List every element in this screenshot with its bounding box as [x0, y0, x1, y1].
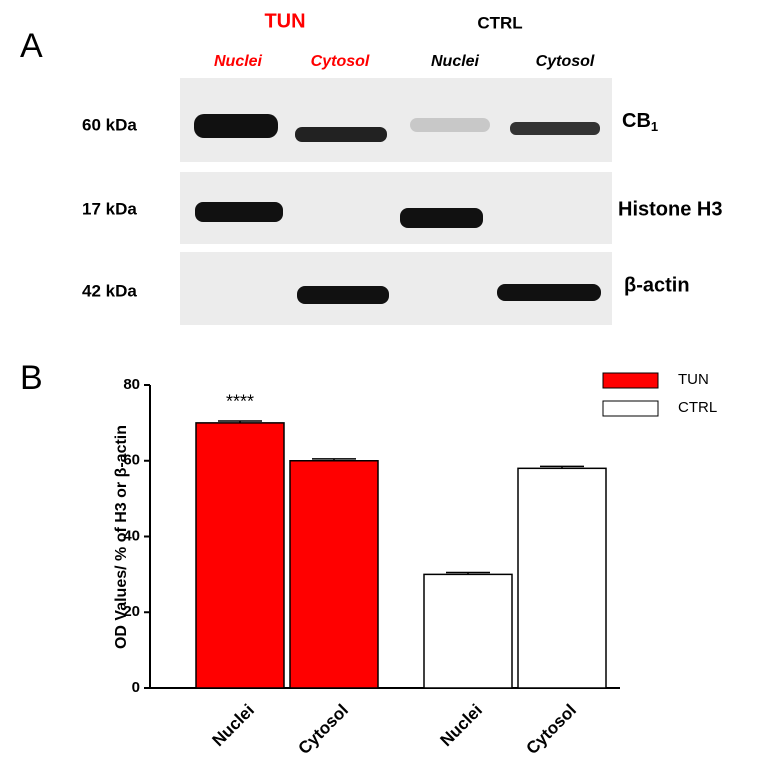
panel-label: A — [20, 27, 43, 65]
band — [510, 122, 600, 135]
band — [400, 208, 483, 228]
bar — [423, 573, 513, 689]
lane-label: Cytosol — [311, 53, 370, 70]
error-bar — [312, 458, 356, 461]
band — [297, 286, 389, 304]
legend-swatch — [602, 372, 659, 389]
bar — [195, 422, 285, 689]
x-tick-label: Nuclei — [208, 701, 258, 751]
panel-label: B — [20, 359, 43, 397]
x-tick-label: Cytosol — [522, 701, 580, 759]
y-tick-label: 20 — [123, 603, 140, 620]
size-label: 42 kDa — [82, 281, 137, 300]
bar — [289, 460, 379, 689]
y-axis-label: OD Values/ % of H3 or β-actin — [113, 425, 130, 649]
x-tick-label: Nuclei — [436, 701, 486, 751]
y-tick-label: 80 — [123, 376, 140, 393]
protein-label: β-actin — [624, 274, 690, 296]
protein-label: CB1 — [622, 110, 658, 134]
band — [195, 202, 283, 222]
size-label: 17 kDa — [82, 199, 137, 218]
protein-subscript: 1 — [651, 119, 658, 134]
error-bar — [446, 571, 490, 575]
y-tick-label: 0 — [132, 679, 140, 696]
y-tick-label: 60 — [123, 452, 140, 469]
band — [410, 118, 490, 132]
annotation: **** — [226, 392, 254, 412]
lane-label: Nuclei — [214, 53, 263, 70]
lane-label: Nuclei — [431, 53, 480, 70]
y-tick-label: 40 — [123, 527, 140, 544]
error-bar — [540, 465, 584, 469]
size-label: 60 kDa — [82, 115, 137, 134]
lane-label: Cytosol — [536, 53, 595, 70]
band — [295, 127, 387, 142]
band — [194, 114, 278, 138]
legend-swatch — [602, 400, 659, 417]
legend-label: CTRL — [678, 399, 717, 416]
band — [497, 284, 601, 301]
bar — [517, 467, 607, 689]
group-label: CTRL — [477, 13, 522, 32]
legend-label: TUN — [678, 371, 709, 388]
blot — [180, 78, 612, 325]
protein-name: CB — [622, 110, 651, 132]
group-label: TUN — [264, 10, 305, 32]
x-tick-label: Cytosol — [294, 701, 352, 759]
error-bar — [218, 420, 262, 423]
protein-label: Histone H3 — [618, 198, 722, 220]
